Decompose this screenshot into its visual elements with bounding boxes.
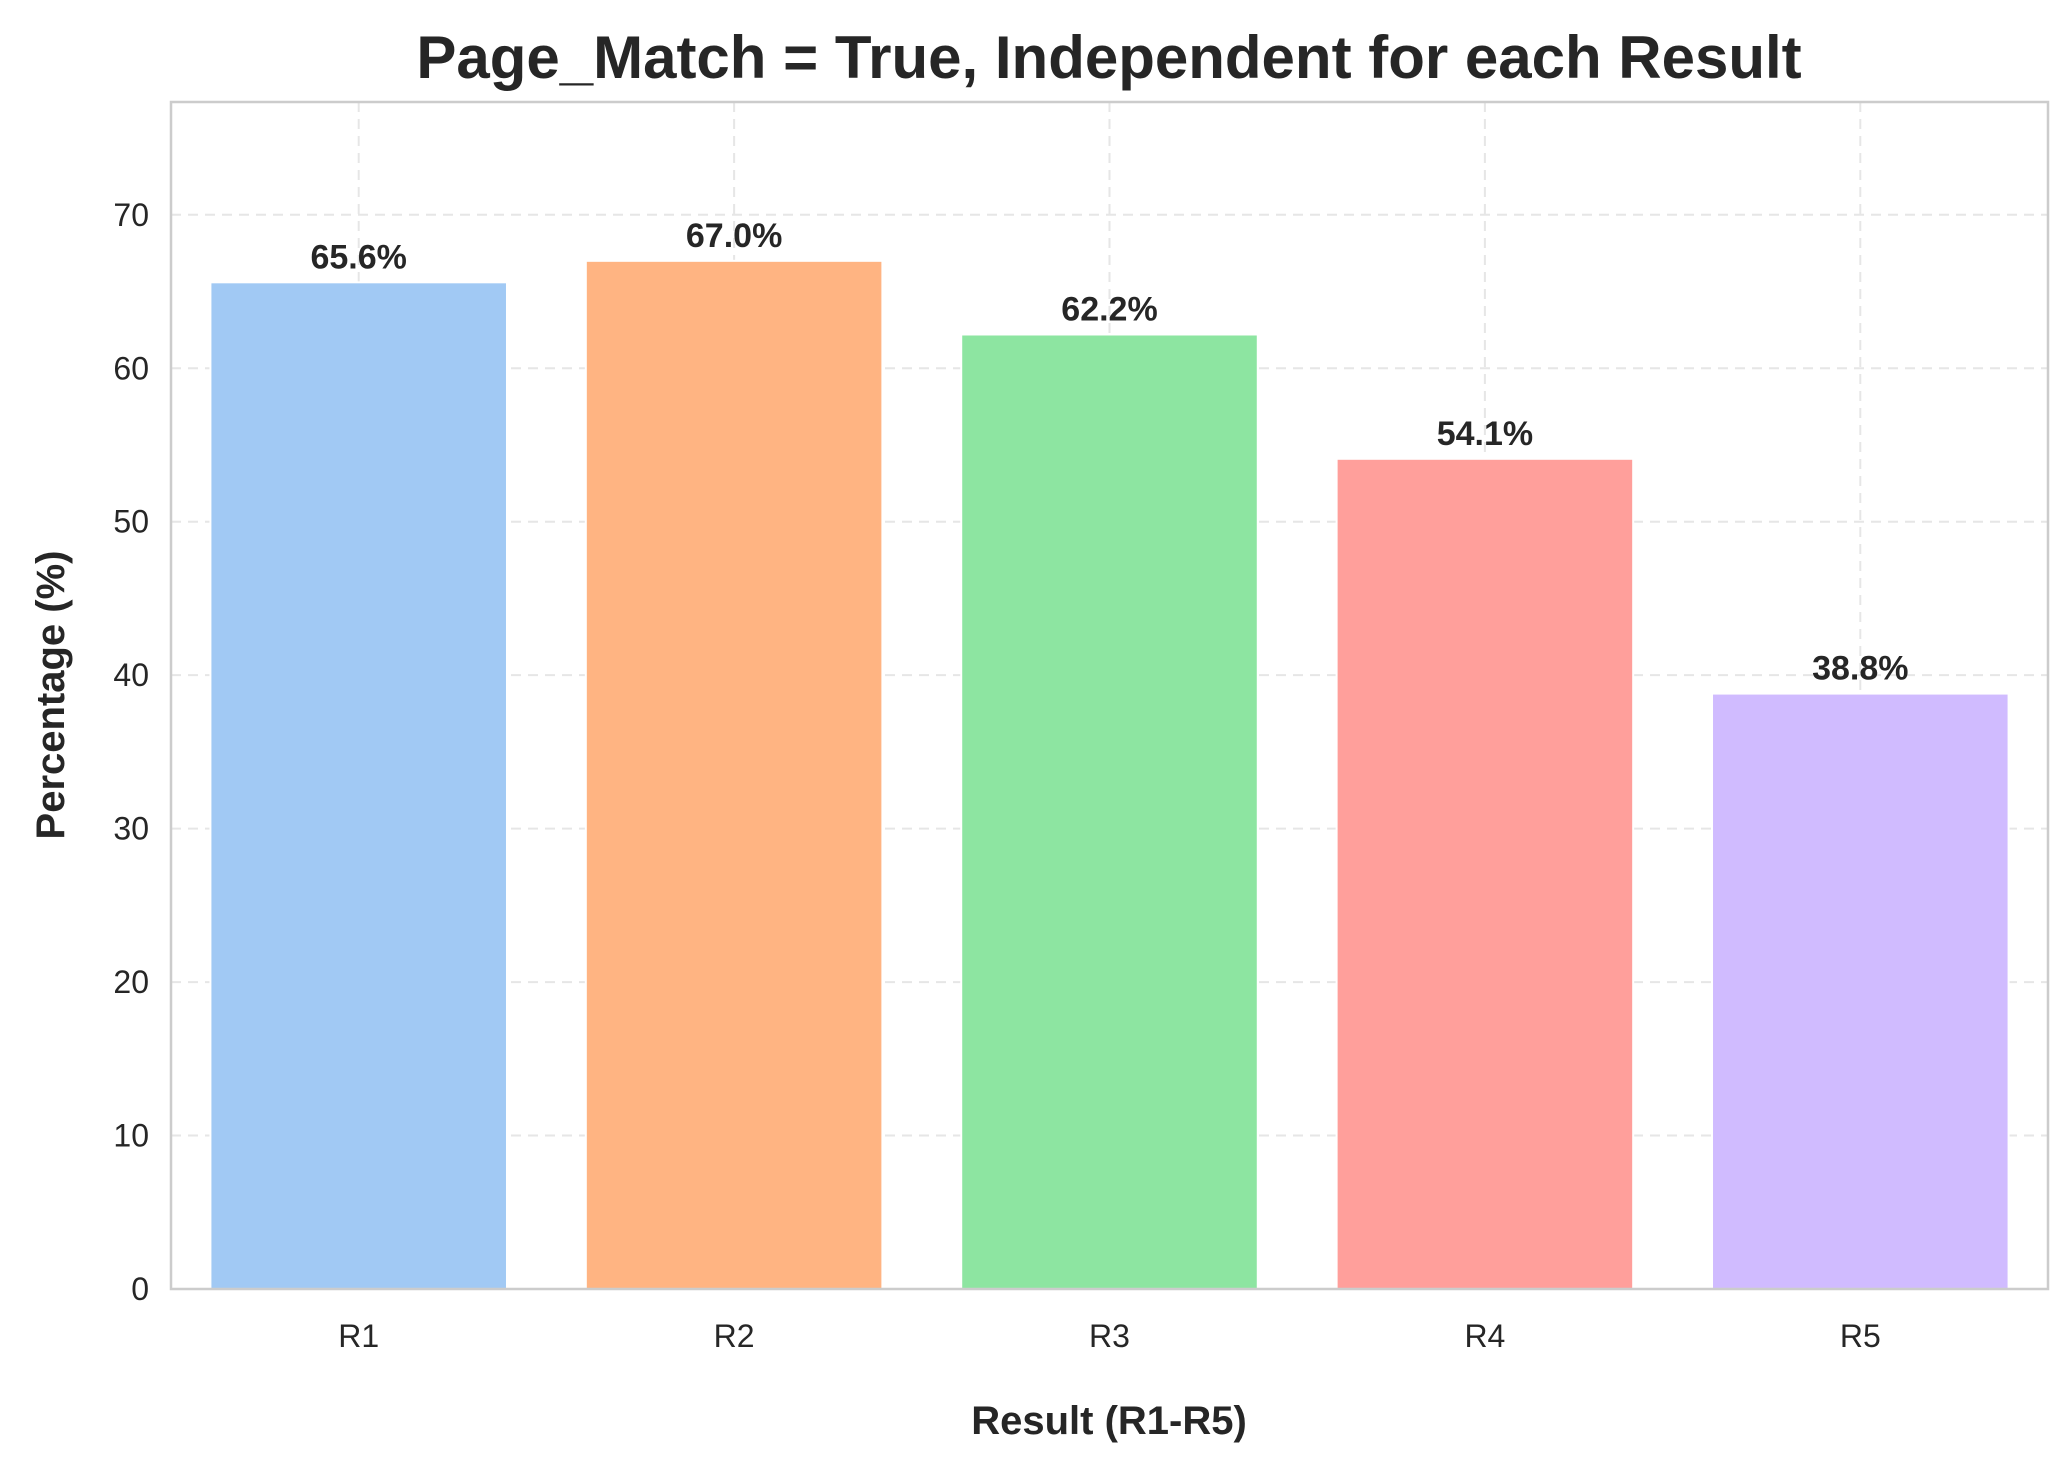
y-axis-label: Percentage (%) bbox=[29, 551, 73, 840]
y-tick-label: 20 bbox=[113, 964, 149, 1000]
bars bbox=[209, 259, 2010, 1290]
y-axis-ticks: 0 10 20 30 40 50 60 70 bbox=[113, 197, 149, 1307]
y-tick-label: 30 bbox=[113, 811, 149, 847]
data-label-r3: 62.2% bbox=[1061, 290, 1157, 328]
bar-r2 bbox=[584, 259, 884, 1290]
x-tick-label: R3 bbox=[1089, 1318, 1130, 1354]
data-label-r5: 38.8% bbox=[1812, 650, 1908, 688]
bar-r3 bbox=[960, 333, 1259, 1290]
y-tick-label: 0 bbox=[131, 1271, 149, 1307]
plot-frame bbox=[169, 100, 2050, 1291]
bar-r1 bbox=[209, 281, 508, 1290]
y-tick-label: 50 bbox=[113, 504, 149, 540]
x-tick-label: R4 bbox=[1464, 1318, 1505, 1354]
x-tick-label: R2 bbox=[714, 1318, 755, 1354]
data-labels: 65.6% 67.0% 62.2% 54.1% 38.8% bbox=[310, 217, 1908, 688]
data-label-r4: 54.1% bbox=[1437, 415, 1533, 453]
y-tick-label: 40 bbox=[113, 657, 149, 693]
y-tick-label: 70 bbox=[113, 197, 149, 233]
bar-r5 bbox=[1711, 692, 2010, 1290]
x-tick-label: R5 bbox=[1840, 1318, 1881, 1354]
x-tick-label: R1 bbox=[338, 1318, 379, 1354]
x-axis-ticks: R1 R2 R3 R4 R5 bbox=[338, 1318, 1881, 1354]
x-axis-label: Result (R1-R5) bbox=[971, 1399, 1247, 1443]
chart-title: Page_Match = True, Independent for each … bbox=[416, 24, 1801, 91]
y-tick-label: 10 bbox=[113, 1118, 149, 1154]
bar-r4 bbox=[1335, 457, 1635, 1290]
data-label-r1: 65.6% bbox=[310, 238, 406, 276]
y-tick-label: 60 bbox=[113, 350, 149, 386]
data-label-r2: 67.0% bbox=[686, 217, 782, 255]
